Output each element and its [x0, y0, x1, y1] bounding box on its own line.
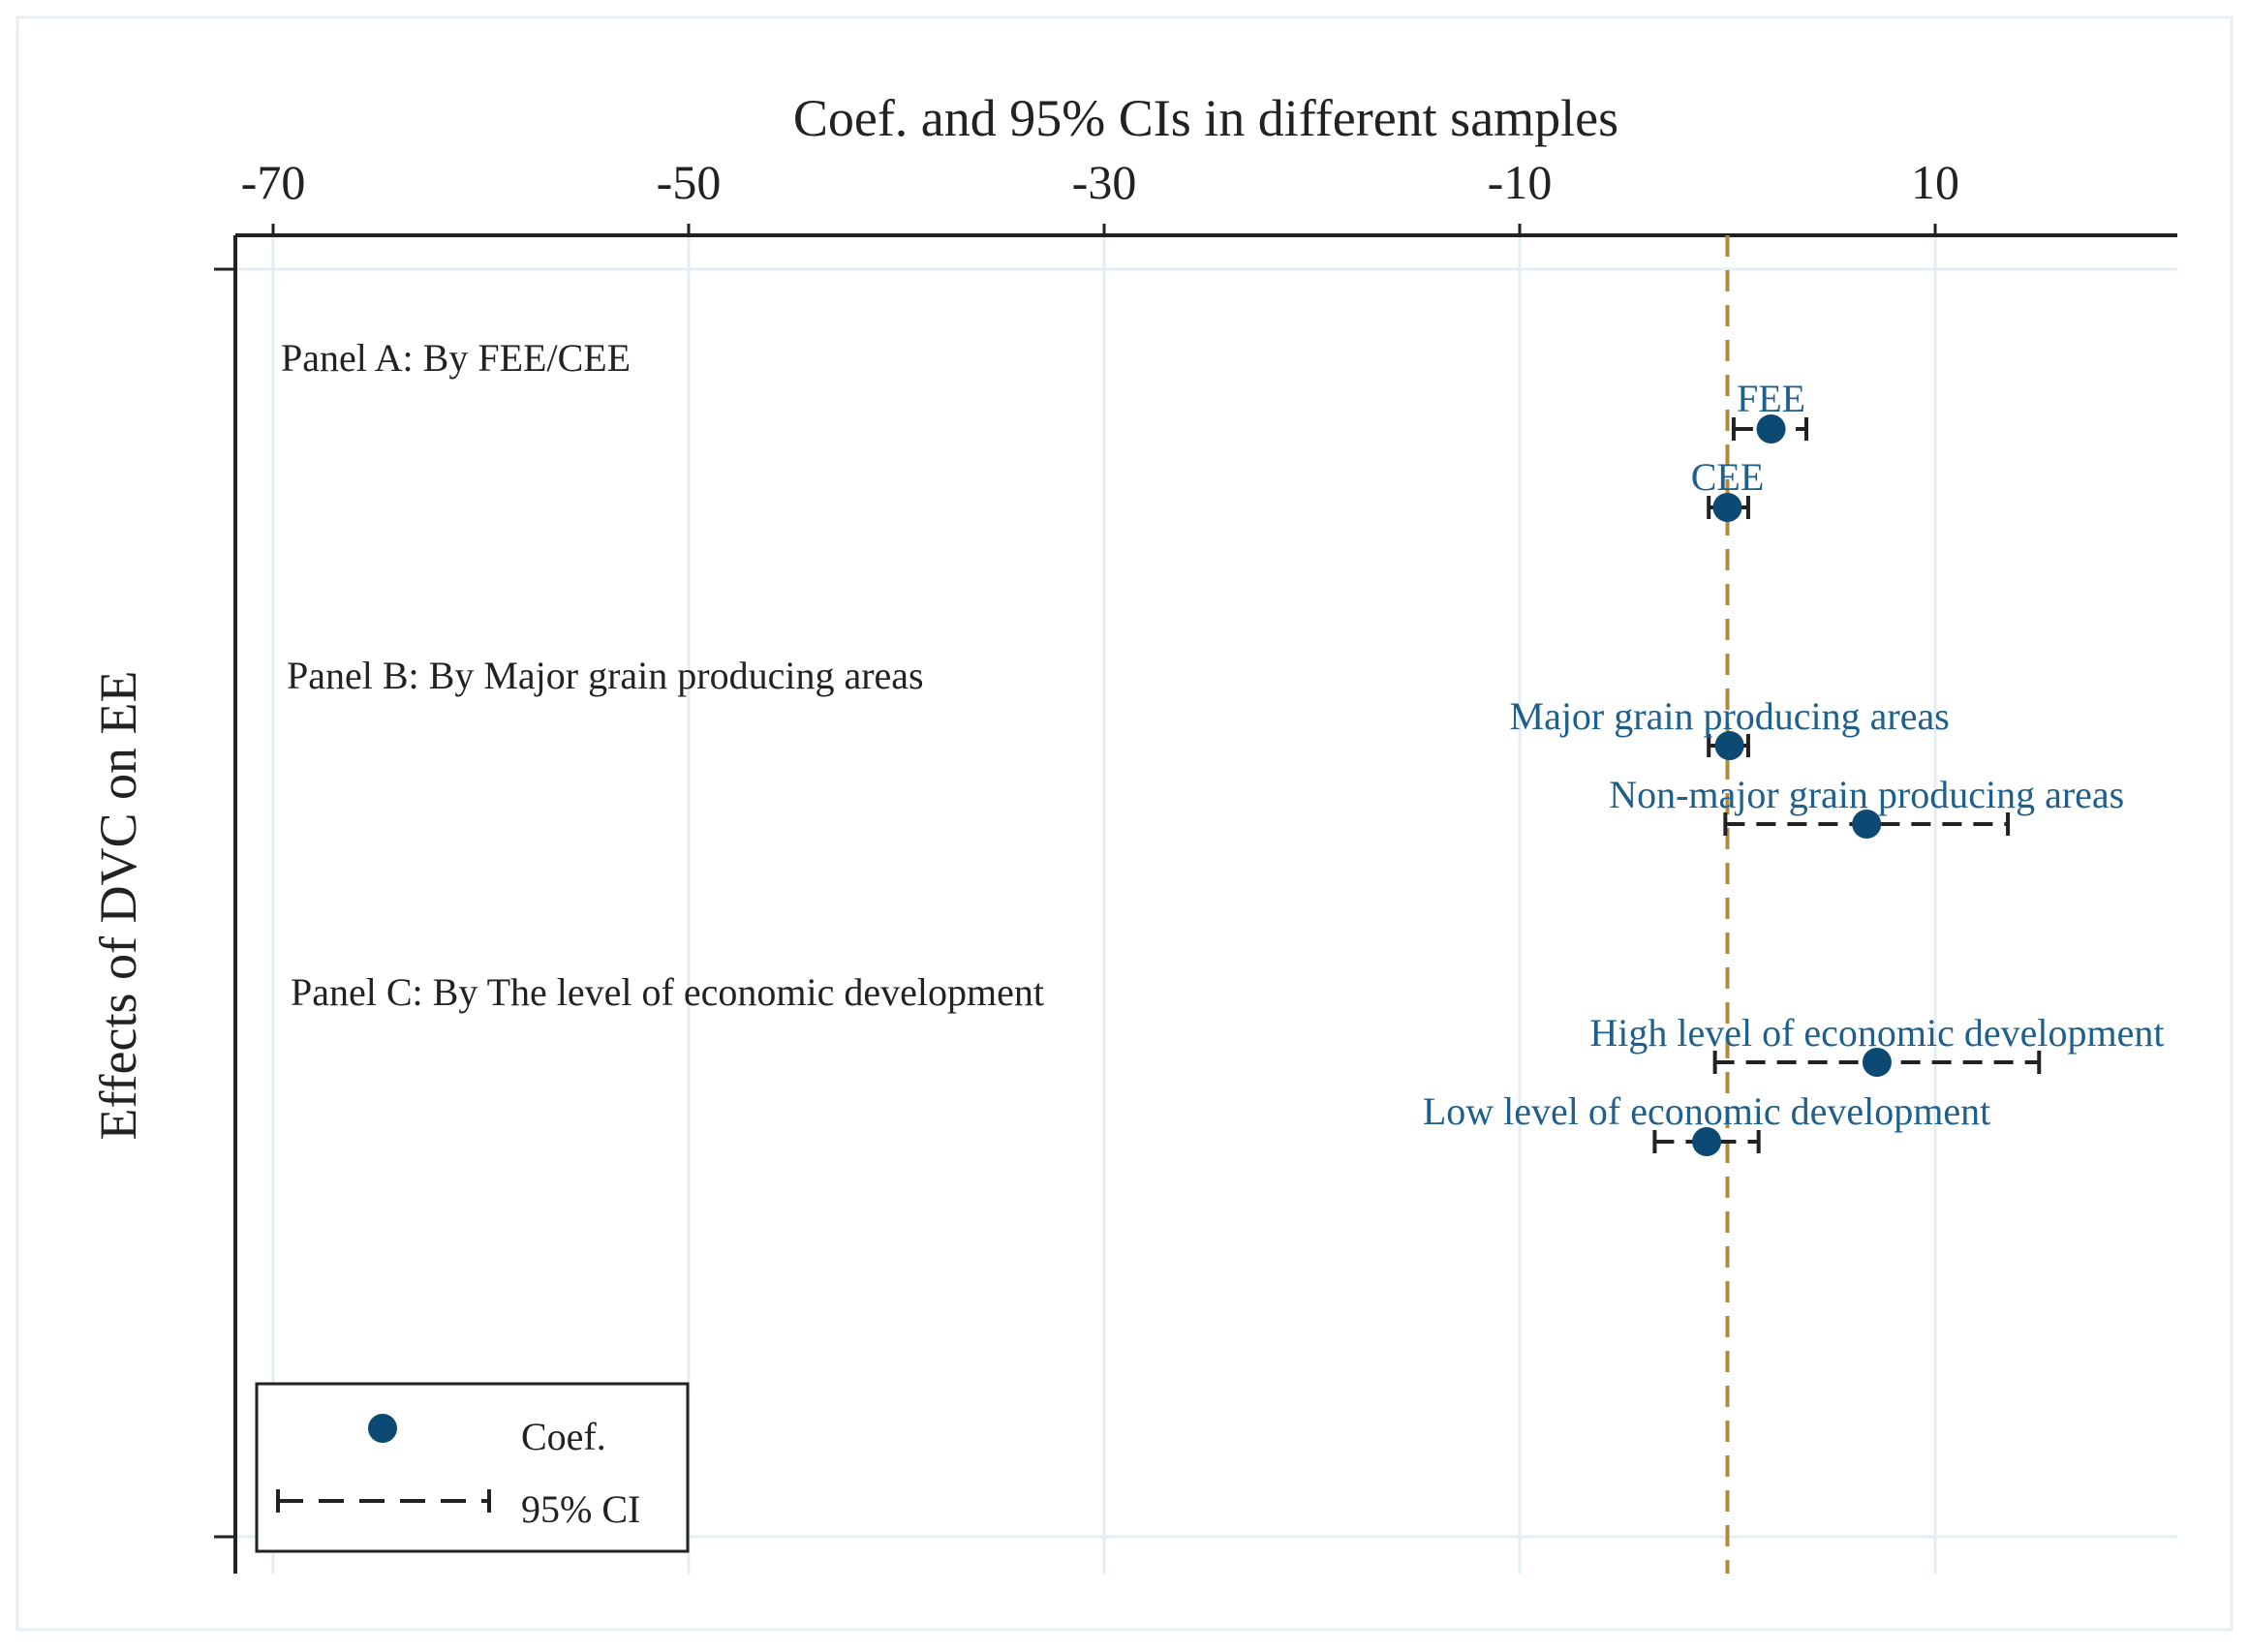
chart-frame — [15, 15, 2234, 1632]
panel-label-2: Panel C: By The level of economic develo… — [291, 970, 1044, 1014]
panel-label-1: Panel B: By Major grain producing areas — [287, 654, 924, 697]
x-axis-title: Coef. and 95% CIs in different samples — [793, 89, 1618, 147]
point-label-3: Non-major grain producing areas — [1609, 773, 2124, 816]
point-label-2: Major grain producing areas — [1510, 694, 1950, 738]
legend-coef-label: Coef. — [521, 1415, 606, 1458]
coef-point-5 — [1692, 1127, 1722, 1156]
legend: Coef. 95% CI — [255, 1382, 690, 1553]
point-label-4: High level of economic development — [1589, 1011, 2164, 1055]
point-label-5: Low level of economic development — [1423, 1089, 1990, 1133]
y-axis-title: Effects of DVC on EE — [89, 671, 147, 1141]
point-label-0: FEE — [1737, 377, 1805, 420]
legend-box — [255, 1382, 690, 1553]
x-tick-label-3: -10 — [1488, 155, 1553, 209]
x-tick-label-1: -50 — [657, 155, 722, 209]
point-label-1: CEE — [1691, 455, 1765, 499]
x-tick-label-0: -70 — [241, 155, 306, 209]
coef-point-0 — [1756, 414, 1786, 444]
grid-layer — [235, 235, 2177, 1574]
panel-labels: Panel A: By FEE/CEE Panel B: By Major gra… — [281, 336, 1044, 1014]
point-layer — [1692, 414, 1892, 1156]
coef-point-3 — [1852, 810, 1882, 839]
point-label-layer: FEE CEE Major grain producing areas Non-maj… — [1423, 377, 2165, 1133]
coef-point-4 — [1862, 1048, 1892, 1077]
coef-point-2 — [1714, 731, 1744, 760]
legend-ci-label: 95% CI — [521, 1487, 640, 1531]
x-tick-label-2: -30 — [1072, 155, 1137, 209]
panel-label-0: Panel A: By FEE/CEE — [281, 336, 631, 380]
x-tick-label-4: 10 — [1911, 155, 1959, 209]
legend-coef-marker — [368, 1414, 397, 1443]
axis-layer: -70 -50 -30 -10 10 — [214, 155, 2177, 1574]
coef-point-1 — [1712, 493, 1742, 522]
